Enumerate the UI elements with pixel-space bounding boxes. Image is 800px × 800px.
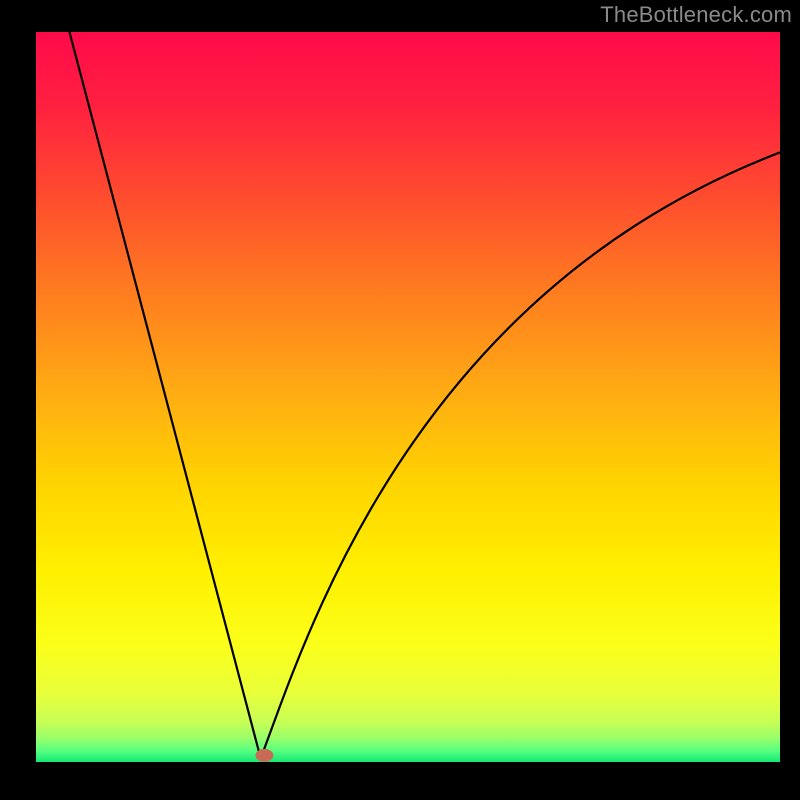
plot-area — [36, 32, 780, 762]
gradient-background — [36, 32, 780, 762]
chart-container: TheBottleneck.com — [0, 0, 800, 800]
minimum-marker — [255, 749, 273, 762]
watermark-text: TheBottleneck.com — [600, 2, 792, 28]
